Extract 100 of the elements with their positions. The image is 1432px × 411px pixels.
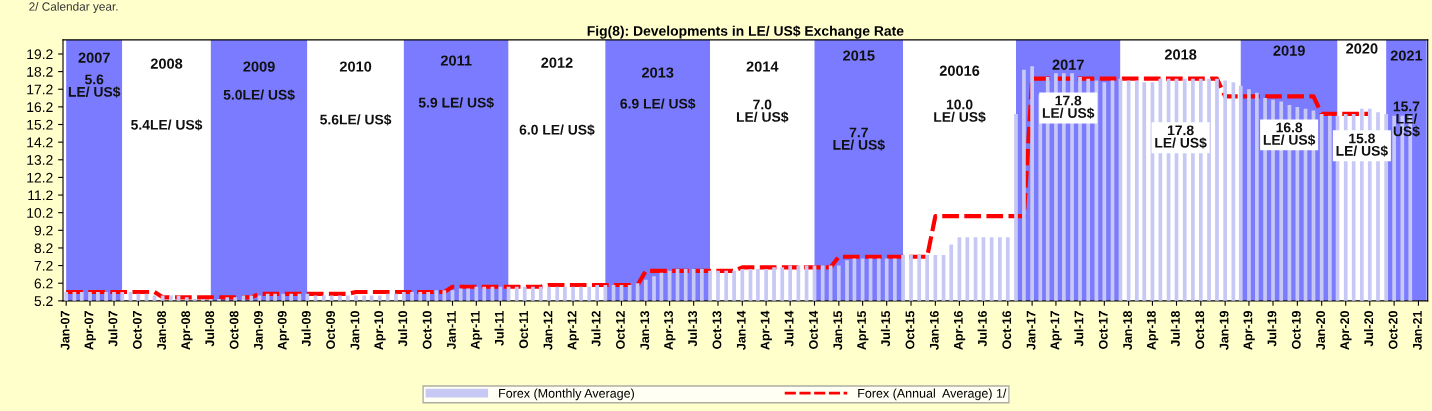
x-tick-label: Jan-19 [1219,311,1229,350]
annotation: 17.8 LE/ US$ [1155,125,1207,149]
x-tick-label: Jan-08 [157,310,167,350]
annotation: 10.0 LE/ US$ [934,99,986,123]
x-tick-label: Oct-11 [519,310,529,349]
x-tick-label: Oct-13 [712,311,722,349]
x-tick-label: Jul-07 [108,311,118,347]
x-tick-label: Jan-12 [543,311,553,350]
y-tick-label: 9.2 [34,225,53,236]
annotation: 15.7 LE/ US$ [1393,101,1420,138]
y-tick-label: 17.2 [27,84,53,95]
legend-label: Forex (Monthly Average) [499,388,634,401]
x-tick-label: Jul-14 [784,310,794,347]
x-tick-label: Apr-12 [567,311,579,350]
x-tick-label: Jul-10 [398,311,408,347]
band-label: 2009 [243,61,275,72]
legend-label: Forex (Annual Average) 1/ [858,388,1007,401]
x-tick-label: Jul-15 [880,310,891,347]
band-label: 2010 [339,61,372,72]
x-tick-label: Jul-11 [494,310,504,346]
band-label: 2013 [641,67,674,78]
y-tick-label: 15.2 [27,119,53,130]
y-tick-label: 14.2 [27,137,53,148]
y-tick-label: 6.2 [34,278,53,289]
x-tick-label: Oct-09 [326,311,336,349]
band-label: 2018 [1164,49,1197,60]
band-label: 20016 [939,65,980,76]
x-tick-label: Oct-18 [1195,310,1205,349]
annotation: 5.9 LE/ US$ [418,97,494,109]
x-tick-label: Jan-17 [1026,311,1036,350]
x-tick-label: Oct-19 [1291,311,1301,349]
x-tick-label: Oct-14 [809,310,818,349]
x-tick-label: Jan-10 [350,311,360,350]
annotation: 5.0LE/ US$ [223,89,295,101]
x-tick-label: Jul-12 [591,311,601,347]
x-tick-label: Jan-07 [60,311,70,350]
x-tick-label: Jan-18 [1123,310,1132,350]
x-tick-label: Apr-11 [470,310,483,350]
annotation: 5.6 LE/ US$ [68,74,121,98]
x-tick-label: Jul-08 [205,310,215,347]
x-tick-label: Apr-08 [181,310,193,350]
band-label: 2021 [1390,50,1423,61]
x-tick-label: Apr-18 [1146,310,1159,350]
x-tick-label: Oct-20 [1388,311,1398,349]
band-label: 2008 [150,58,183,69]
band-label: 2015 [843,50,875,61]
band-label: 2014 [746,61,779,72]
annotation: 17.8 LE/ US$ [1042,95,1095,119]
x-tick-label: Jul-09 [301,311,311,347]
x-tick-label: Apr-10 [374,311,386,350]
y-tick-label: 16.2 [27,102,53,113]
x-tick-label: Jan-20 [1316,311,1326,350]
y-tick-label: 10.2 [27,208,53,218]
annotation: 6.0 LE/ US$ [519,124,595,136]
annotation: 15.8 LE/ US$ [1336,133,1388,157]
x-tick-label: Jul-20 [1363,311,1374,347]
annotation: 5.6LE/ US$ [320,114,392,126]
x-tick-label: Apr-09 [277,311,290,350]
band-label: 2020 [1346,43,1378,54]
annotation: 16.8 LE/ US$ [1263,122,1316,146]
x-tick-label: Apr-13 [664,311,676,350]
x-tick-label: Jan-16 [929,311,939,350]
x-tick-label: Jan-13 [640,311,650,350]
x-tick-label: Oct-16 [1002,311,1012,349]
annotation: 5.4LE/ US$ [131,119,203,131]
x-tick-label: Jul-16 [977,311,987,347]
y-tick-label: 13.2 [27,155,53,165]
x-tick-label: Jan-11 [447,310,456,350]
x-tick-label: Jul-19 [1267,311,1277,347]
x-tick-label: Apr-20 [1340,311,1352,350]
band-label: 2017 [1052,59,1084,70]
x-tick-label: Jul-18 [1170,310,1180,347]
x-tick-label: Apr-16 [953,311,966,350]
y-tick-label: 19.2 [27,49,53,60]
y-tick-label: 8.2 [34,243,53,254]
annotation: 7.0 LE/ US$ [736,99,789,123]
y-tick-label: 5.2 [34,296,53,307]
annotation: 6.9 LE/ US$ [620,98,696,110]
text: 2/ Calendar year. [29,2,118,14]
x-tick-label: Jul-17 [1074,311,1084,347]
x-tick-label: Jul-13 [687,311,698,347]
x-tick-label: Jan-21 [1412,310,1422,350]
band-label: 2012 [541,57,573,68]
band-label: 2007 [78,52,110,63]
band-label: 2019 [1273,45,1305,56]
x-tick-label: Oct-12 [615,311,625,349]
x-tick-label: Oct-08 [229,310,239,349]
x-tick-label: Apr-15 [857,310,869,350]
x-tick-label: Apr-14 [760,310,772,350]
x-tick-label: Jan-14 [736,310,746,350]
x-tick-label: Oct-10 [422,311,432,349]
x-tick-label: Apr-17 [1050,311,1062,350]
x-tick-label: Apr-19 [1243,311,1255,350]
band-label: 2011 [440,55,472,66]
x-tick-label: Oct-15 [905,310,915,349]
x-tick-label: Jan-09 [253,311,263,350]
y-tick-label: 12.2 [27,172,53,183]
y-tick-label: 11.2 [28,190,53,201]
x-tick-label: Oct-17 [1098,311,1108,349]
x-tick-label: Oct-07 [132,311,142,349]
